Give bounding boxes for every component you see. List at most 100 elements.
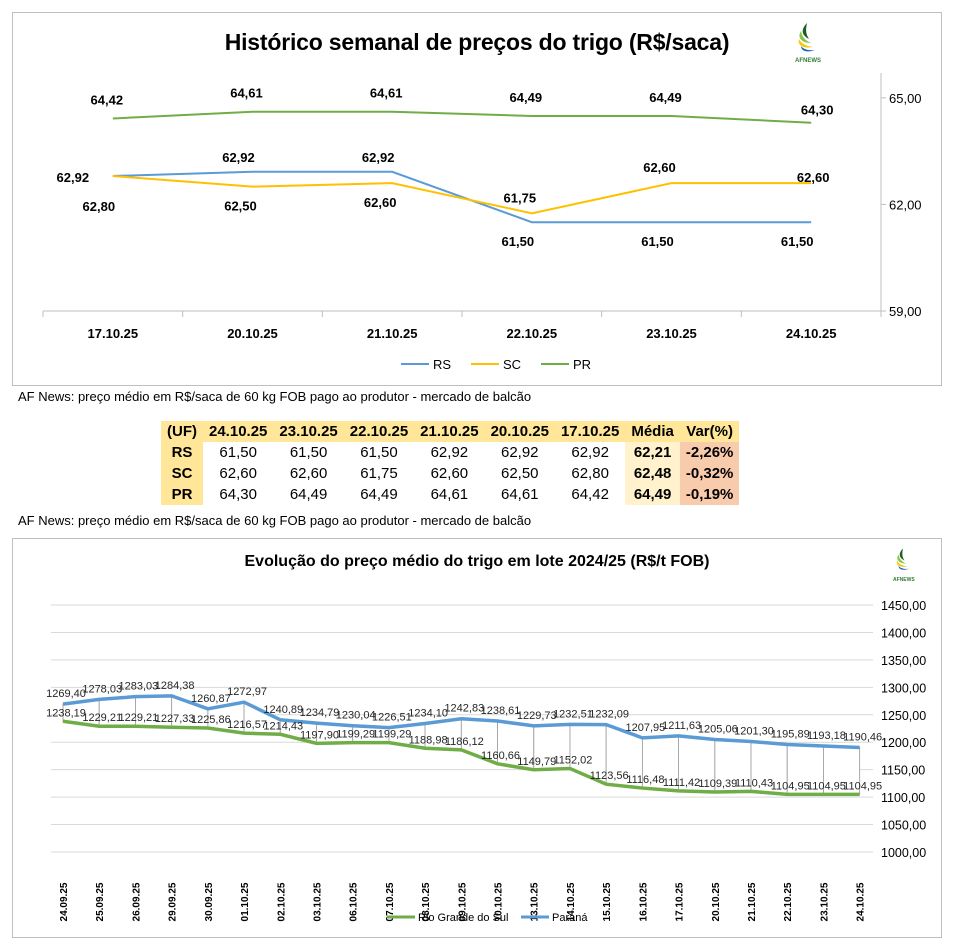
table-cell: 62,60 — [414, 463, 485, 484]
data-label: 1199,29 — [372, 729, 411, 741]
y-tick-label: 62,00 — [889, 197, 922, 212]
table-row: RS 61,50 61,50 61,50 62,92 62,92 62,92 62,21 -2,… — [161, 442, 740, 463]
x-tick-label: 14.10.25 — [566, 882, 577, 921]
x-tick-label: 22.10.25 — [783, 882, 794, 921]
x-tick-label: 09.10.25 — [457, 882, 468, 921]
data-label: 1104,95 — [771, 780, 810, 792]
x-tick-label: 06.10.25 — [349, 882, 360, 921]
table-cell: 64,61 — [484, 484, 555, 505]
logo-text: AFNEWS — [795, 58, 821, 64]
data-label: 1226,51 — [372, 712, 412, 724]
data-label: 61,50 — [781, 234, 814, 249]
table-cell: 62,92 — [414, 442, 485, 463]
data-label: 1227,33 — [155, 713, 195, 725]
chart-title: Evolução do preço médio do trigo em lote… — [244, 553, 710, 570]
data-label: 1232,51 — [553, 708, 593, 720]
table-cell: 62,60 — [203, 463, 274, 484]
data-label: 64,49 — [510, 90, 543, 105]
data-label: 1149,79 — [517, 756, 556, 768]
x-tick-label: 21.10.25 — [747, 882, 758, 921]
legend-label: Paraná — [552, 912, 588, 924]
x-tick-label: 17.10.25 — [675, 882, 686, 921]
table-cell: 62,50 — [484, 463, 555, 484]
table-cell: 61,50 — [343, 442, 415, 463]
table-cell: 62,92 — [554, 442, 626, 463]
data-label: 62,60 — [364, 195, 397, 210]
afnews-logo-icon — [791, 21, 831, 61]
x-tick-label: 20.10.25 — [227, 326, 278, 341]
data-label: 1260,87 — [191, 693, 231, 705]
data-label: 1278,03 — [82, 683, 122, 695]
logo-text: AFNEWS — [893, 577, 915, 583]
table-header-cell: 23.10.25 — [273, 421, 344, 442]
y-tick-label: 1100,00 — [881, 791, 925, 805]
data-label: 1104,95 — [843, 780, 882, 792]
data-label: 1195,89 — [771, 728, 810, 740]
data-label: 1109,39 — [698, 778, 737, 790]
y-tick-label: 59,00 — [889, 304, 922, 319]
table-header-cell: (UF) — [161, 421, 203, 442]
x-tick-label: 24.09.25 — [59, 882, 70, 921]
data-label: 1284,38 — [155, 680, 195, 692]
data-label: 1229,21 — [119, 712, 159, 724]
data-label: 64,42 — [91, 92, 124, 107]
table-cell: 62,92 — [484, 442, 555, 463]
legend-label: SC — [503, 357, 521, 372]
legend-label: PR — [573, 357, 591, 372]
table-header-cell: 20.10.25 — [484, 421, 555, 442]
y-tick-label: 1350,00 — [881, 654, 926, 668]
table-cell: 62,80 — [554, 463, 626, 484]
data-label: 1197,90 — [300, 729, 339, 741]
table-cell: 64,42 — [554, 484, 626, 505]
y-tick-label: 1050,00 — [881, 819, 926, 833]
data-label: 1238,19 — [46, 707, 86, 719]
data-label: 1230,04 — [336, 710, 376, 722]
data-label: 1229,21 — [82, 712, 122, 724]
data-label: 1229,73 — [517, 710, 557, 722]
x-tick-label: 26.09.25 — [131, 882, 142, 921]
table-cell: SC — [161, 463, 203, 484]
data-label: 1214,43 — [263, 720, 303, 732]
table-cell: 62,21 — [625, 442, 680, 463]
table-cell: PR — [161, 484, 203, 505]
price-table: (UF) 24.10.25 23.10.25 22.10.25 21.10.25 20.1… — [161, 421, 740, 505]
data-label: 64,61 — [230, 86, 263, 101]
table-cell: 62,48 — [625, 463, 680, 484]
weekly-price-plot: 59,00 62,00 65,00 17.10.25 20.10.25 21.10.25 2… — [42, 73, 922, 372]
data-label: 1205,06 — [698, 723, 738, 735]
x-tick-label: 21.10.25 — [367, 326, 418, 341]
data-label: 1272,97 — [227, 686, 267, 698]
y-tick-label: 1300,00 — [881, 681, 926, 695]
data-label: 1116,48 — [626, 774, 664, 786]
data-label: 1283,03 — [119, 681, 159, 693]
series-line-pr — [112, 110, 812, 124]
x-tick-label: 16.10.25 — [638, 882, 649, 921]
table-header-row: (UF) 24.10.25 23.10.25 22.10.25 21.10.25 20.1… — [161, 421, 740, 442]
data-label: 1238,61 — [481, 705, 521, 717]
chart-title: Histórico semanal de preços do trigo (R$… — [224, 29, 730, 55]
table-header-cell: Média — [625, 421, 680, 442]
lot-price-chart: Evolução do preço médio do trigo em lote… — [12, 538, 942, 938]
data-label: 62,80 — [83, 199, 116, 214]
x-tick-label: 23.10.25 — [646, 326, 697, 341]
data-label: 62,50 — [224, 199, 257, 214]
table-row: SC 62,60 62,60 61,75 62,60 62,50 62,80 62,48 -0,… — [161, 463, 740, 484]
data-label: 1110,43 — [735, 777, 773, 789]
x-tick-label: 10.10.25 — [494, 882, 505, 921]
data-label: 1234,79 — [300, 707, 340, 719]
x-tick-label: 22.10.25 — [507, 326, 558, 341]
table-cell: 64,49 — [273, 484, 344, 505]
x-tick-label: 23.10.25 — [819, 882, 830, 921]
data-label: 1193,18 — [807, 730, 846, 742]
data-label: 64,49 — [649, 90, 682, 105]
x-tick-label: 17.10.25 — [88, 326, 139, 341]
data-label: 1123,56 — [590, 770, 629, 782]
data-label: 1186,12 — [445, 736, 484, 748]
data-label: 64,61 — [370, 86, 403, 101]
x-tick-label: 07.10.25 — [385, 882, 396, 921]
x-tick-label: 24.10.25 — [786, 326, 837, 341]
data-label: 1152,02 — [553, 755, 592, 767]
weekly-price-chart: Histórico semanal de preços do trigo (R$… — [12, 12, 942, 386]
x-tick-label: 02.10.25 — [276, 882, 287, 921]
table-header-cell: 17.10.25 — [554, 421, 626, 442]
